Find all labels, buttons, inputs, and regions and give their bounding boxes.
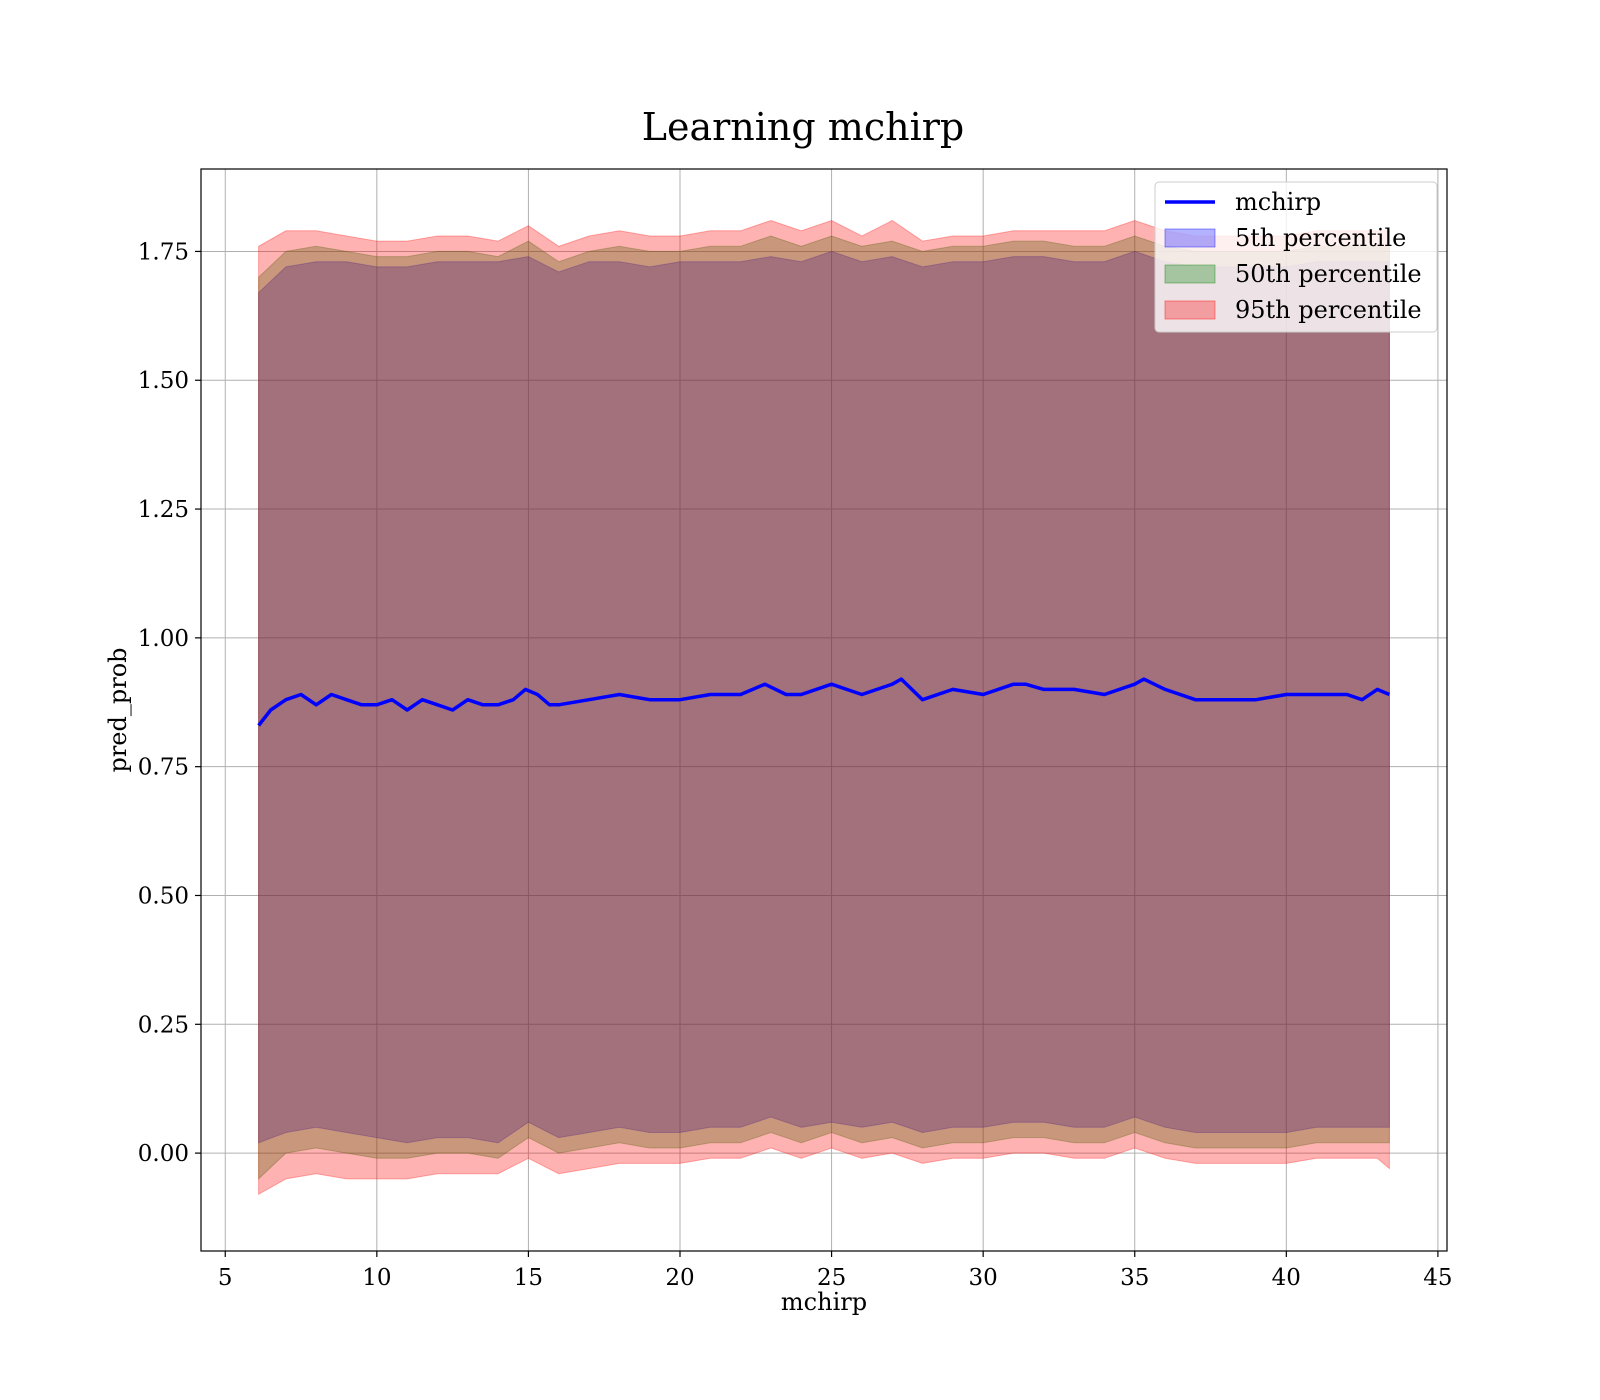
plot-area xyxy=(257,219,1391,1196)
band-95th-percentile xyxy=(258,219,1390,1196)
x-tick-label: 30 xyxy=(969,1265,998,1291)
series-line-mchirp xyxy=(257,677,1391,727)
chart-title: Learning mchirp xyxy=(642,105,964,149)
y-tick-label: 1.00 xyxy=(138,626,189,652)
x-tick-label: 45 xyxy=(1423,1265,1452,1291)
legend-label-50th-percentile: 50th percentile xyxy=(1235,260,1422,288)
x-axis-label: mchirp xyxy=(781,1288,867,1316)
legend-swatch-95th-percentile xyxy=(1164,300,1216,320)
x-axis-ticks: 5 10 15 20 25 30 35 40 45 xyxy=(218,1251,1453,1291)
legend-swatch-50th-percentile xyxy=(1164,264,1216,284)
legend-label-mchirp: mchirp xyxy=(1235,188,1321,216)
axes-frame xyxy=(200,168,1448,1252)
y-axis-label: pred_prob xyxy=(104,647,132,772)
legend-label-5th-percentile: 5th percentile xyxy=(1235,224,1406,252)
grid xyxy=(201,169,1447,1251)
y-tick-label: 1.50 xyxy=(138,368,189,394)
y-tick-label: 0.25 xyxy=(138,1012,189,1038)
x-tick-label: 35 xyxy=(1120,1265,1149,1291)
x-tick-label: 25 xyxy=(817,1265,846,1291)
legend-label-95th-percentile: 95th percentile xyxy=(1235,296,1422,324)
y-axis-ticks: 0.00 0.25 0.50 0.75 1.00 1.25 1.50 1.75 xyxy=(138,239,201,1167)
y-tick-label: 1.25 xyxy=(138,497,189,523)
band-5th-percentile xyxy=(258,250,1390,1144)
y-tick-label: 1.75 xyxy=(138,239,189,265)
legend-box xyxy=(1154,181,1438,333)
band-50th-percentile xyxy=(258,235,1390,1181)
y-tick-label: 0.50 xyxy=(138,883,189,909)
x-tick-label: 5 xyxy=(218,1265,233,1291)
legend-swatch-5th-percentile xyxy=(1164,228,1216,248)
legend: mchirp 5th percentile 50th percentile 95th … xyxy=(1154,181,1438,333)
x-tick-label: 40 xyxy=(1272,1265,1301,1291)
y-tick-label: 0.75 xyxy=(138,755,189,781)
x-tick-label: 10 xyxy=(362,1265,391,1291)
x-tick-label: 20 xyxy=(665,1265,694,1291)
y-tick-label: 0.00 xyxy=(138,1141,189,1167)
x-tick-label: 15 xyxy=(514,1265,543,1291)
